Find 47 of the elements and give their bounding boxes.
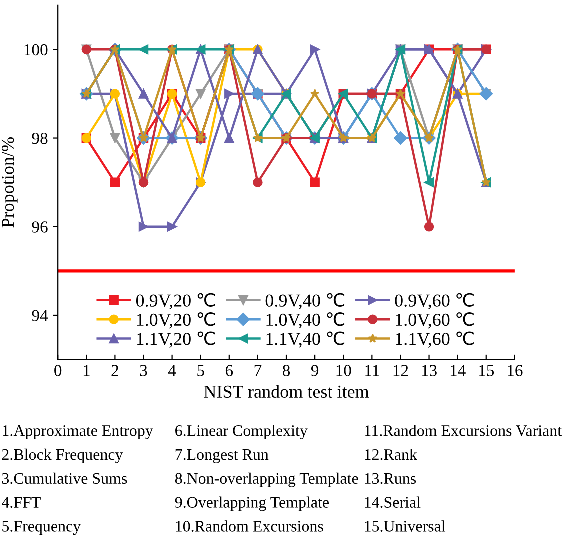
- x-tick-label: 4: [168, 365, 176, 376]
- y-tick-label: 96: [32, 222, 48, 233]
- legend-label: 0.9V,40 ℃: [266, 293, 345, 310]
- x-tick-label: 1: [84, 365, 90, 376]
- text: 6.Linear Complexity: [176, 425, 308, 440]
- x-tick-label: 7: [254, 365, 262, 376]
- x-tick-label: 8: [282, 365, 290, 376]
- x-tick-label: 5: [198, 365, 204, 376]
- x-tick-label: 15: [480, 365, 494, 376]
- legend-label: 1.0V,60 ℃: [396, 312, 474, 329]
- x-axis-title: NIST random test item: [204, 385, 370, 398]
- text: 13.Runs: [365, 473, 416, 484]
- text: 10.Random Excursions: [176, 520, 324, 532]
- text: 1.Approximate Entropy: [3, 426, 154, 440]
- legend-label: 1.0V,40 ℃: [266, 312, 345, 329]
- y-tick-label: 100: [24, 44, 48, 56]
- text: 12.Rank: [365, 448, 418, 460]
- x-tick-label: 10: [336, 365, 352, 376]
- y-tick-label: 94: [32, 310, 48, 322]
- legend-label: 1.0V,20 ℃: [137, 312, 216, 329]
- text: 9.Overlapping Template: [175, 496, 330, 512]
- legend-label: 1.1V,60 ℃: [396, 332, 474, 348]
- text: 2.Block Frequency: [2, 448, 124, 464]
- text: 5.Frequency: [2, 521, 82, 536]
- x-tick-label: 11: [366, 365, 380, 376]
- x-tick-label: 14: [450, 365, 466, 376]
- legend-label: 0.9V,60 ℃: [395, 293, 474, 310]
- x-tick-label: 6: [226, 365, 234, 376]
- text: 15.Universal: [365, 520, 446, 532]
- legend-label: 1.1V,20 ℃: [137, 332, 216, 348]
- x-tick-label: 12: [394, 365, 408, 376]
- text: 3.Cumulative Sums: [2, 472, 128, 484]
- x-tick-label: 13: [422, 365, 437, 376]
- x-tick-label: 3: [140, 365, 148, 376]
- x-tick-label: 2: [112, 365, 118, 376]
- y-tick-label: 98: [32, 132, 48, 144]
- text: 7.Longest Run: [176, 450, 269, 464]
- legend-label: 1.1V,40 ℃: [266, 332, 345, 348]
- x-tick-label: 9: [311, 365, 319, 376]
- y-axis-title: Propotion/%: [2, 138, 18, 228]
- text: 8.Non-overlapping Template: [175, 472, 358, 488]
- text: 14.Serial: [365, 496, 421, 508]
- legend-label: 0.9V,20 ℃: [136, 293, 216, 310]
- x-tick-label: 0: [54, 365, 62, 376]
- text: 11.Random Excursions Variant: [365, 425, 562, 436]
- text: 4.FFT: [2, 497, 41, 508]
- x-tick-label: 16: [508, 365, 523, 376]
